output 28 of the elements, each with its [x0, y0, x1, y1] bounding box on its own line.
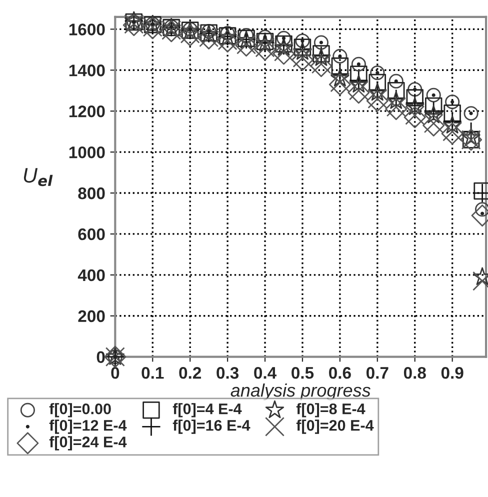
legend-label: f[0]=20 E-4 — [296, 420, 374, 434]
x-tick-label: 0.8 — [404, 367, 426, 379]
legend-label: f[0]=0.00 — [49, 403, 111, 418]
x-tick-label: 0.6 — [329, 367, 351, 379]
x-tick-label: 0.1 — [142, 367, 164, 379]
y-tick-label: 1000 — [69, 146, 105, 158]
x-tick-label: 0.3 — [216, 367, 239, 379]
y-tick-label: 1200 — [69, 106, 105, 118]
y-tick-label: 200 — [78, 310, 105, 322]
y-axis-title: U$_{el}$ — [24, 168, 53, 186]
y-tick-label: 800 — [78, 187, 105, 200]
y-tick-label: 0 — [96, 351, 105, 364]
x-tick-label: 0.4 — [254, 367, 277, 379]
y-tick-label: 1400 — [69, 64, 105, 76]
y-tick-label: 600 — [78, 228, 105, 240]
x-tick-label: 0.9 — [441, 367, 464, 379]
x-tick-label: 0.7 — [366, 367, 388, 379]
legend-label: f[0]=24 E-4 — [49, 436, 127, 450]
y-tick-label: 400 — [78, 269, 105, 282]
x-tick-label: 0.5 — [292, 367, 314, 379]
legend-label: f[0]=4 E-4 — [172, 403, 242, 418]
x-axis-title: analysis progress — [230, 383, 370, 400]
legend-label: f[0]=16 E-4 — [172, 420, 250, 434]
legend-label: f[0]=8 E-4 — [296, 403, 366, 418]
legend-label: f[0]=12 E-4 — [49, 420, 127, 434]
y-tick-label: 1600 — [69, 24, 105, 36]
x-tick-label: 0.2 — [179, 367, 202, 379]
x-tick-label: 0 — [111, 367, 120, 379]
